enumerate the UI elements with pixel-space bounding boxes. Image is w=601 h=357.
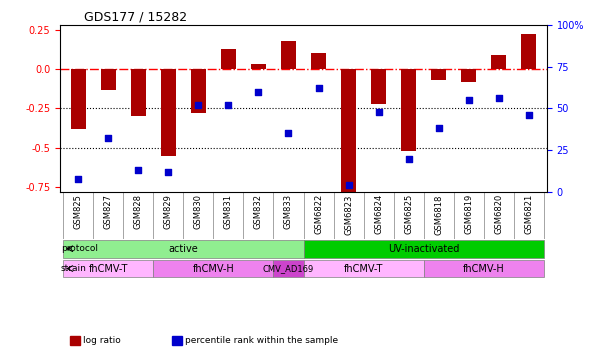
Point: [194, 102, 203, 108]
Text: fhCMV-H: fhCMV-H: [192, 263, 234, 273]
FancyBboxPatch shape: [304, 260, 424, 277]
Text: GSM6822: GSM6822: [314, 194, 323, 235]
Bar: [172, 336, 182, 345]
Text: fhCMV-T: fhCMV-T: [344, 263, 383, 273]
Text: strain: strain: [61, 264, 87, 273]
Bar: [521, 34, 536, 69]
Bar: [160, 69, 175, 156]
Point: [494, 96, 504, 101]
Bar: [371, 69, 386, 104]
Text: UV-inactivated: UV-inactivated: [388, 244, 459, 254]
Bar: [251, 64, 266, 69]
FancyBboxPatch shape: [153, 260, 273, 277]
Text: GSM833: GSM833: [284, 194, 293, 229]
Text: GSM827: GSM827: [104, 194, 112, 229]
Point: [163, 169, 173, 175]
Text: GSM6823: GSM6823: [344, 194, 353, 235]
Bar: [191, 69, 206, 113]
Bar: [432, 69, 446, 80]
Point: [314, 86, 323, 91]
Text: GSM831: GSM831: [224, 194, 233, 229]
Text: CMV_AD169: CMV_AD169: [263, 264, 314, 273]
Point: [224, 102, 233, 108]
Bar: [71, 69, 85, 129]
Bar: [401, 69, 416, 151]
Text: GSM825: GSM825: [74, 194, 82, 229]
Bar: [281, 41, 296, 69]
Point: [133, 167, 143, 173]
Point: [374, 109, 383, 115]
Point: [284, 131, 293, 136]
FancyBboxPatch shape: [273, 260, 304, 277]
Bar: [221, 49, 236, 69]
Bar: [130, 69, 145, 116]
Point: [254, 89, 263, 95]
Bar: [311, 53, 326, 69]
Text: GSM829: GSM829: [164, 194, 172, 229]
Text: GSM6820: GSM6820: [495, 194, 503, 235]
Point: [464, 97, 474, 103]
Text: GSM6818: GSM6818: [435, 194, 443, 235]
Point: [524, 112, 534, 118]
FancyBboxPatch shape: [63, 240, 304, 258]
Bar: [462, 69, 476, 82]
Bar: [491, 55, 506, 69]
Bar: [341, 69, 356, 192]
Bar: [100, 69, 115, 90]
Point: [404, 156, 413, 161]
Text: GSM828: GSM828: [134, 194, 142, 229]
Bar: [70, 336, 79, 345]
FancyBboxPatch shape: [304, 240, 544, 258]
Text: GSM832: GSM832: [254, 194, 263, 229]
Text: percentile rank within the sample: percentile rank within the sample: [185, 336, 338, 345]
Text: fhCMV-H: fhCMV-H: [463, 263, 505, 273]
Point: [344, 182, 353, 188]
FancyBboxPatch shape: [63, 260, 153, 277]
Point: [103, 136, 113, 141]
Text: GSM6821: GSM6821: [525, 194, 533, 235]
Point: [73, 176, 83, 181]
Text: GDS177 / 15282: GDS177 / 15282: [84, 11, 188, 24]
Text: GSM6824: GSM6824: [374, 194, 383, 235]
FancyBboxPatch shape: [424, 260, 544, 277]
Point: [434, 126, 444, 131]
Text: GSM830: GSM830: [194, 194, 203, 229]
Text: fhCMV-T: fhCMV-T: [88, 263, 128, 273]
Text: GSM6825: GSM6825: [404, 194, 413, 235]
Text: log ratio: log ratio: [83, 336, 121, 345]
Text: active: active: [168, 244, 198, 254]
Text: protocol: protocol: [61, 244, 98, 253]
Text: GSM6819: GSM6819: [465, 194, 473, 235]
